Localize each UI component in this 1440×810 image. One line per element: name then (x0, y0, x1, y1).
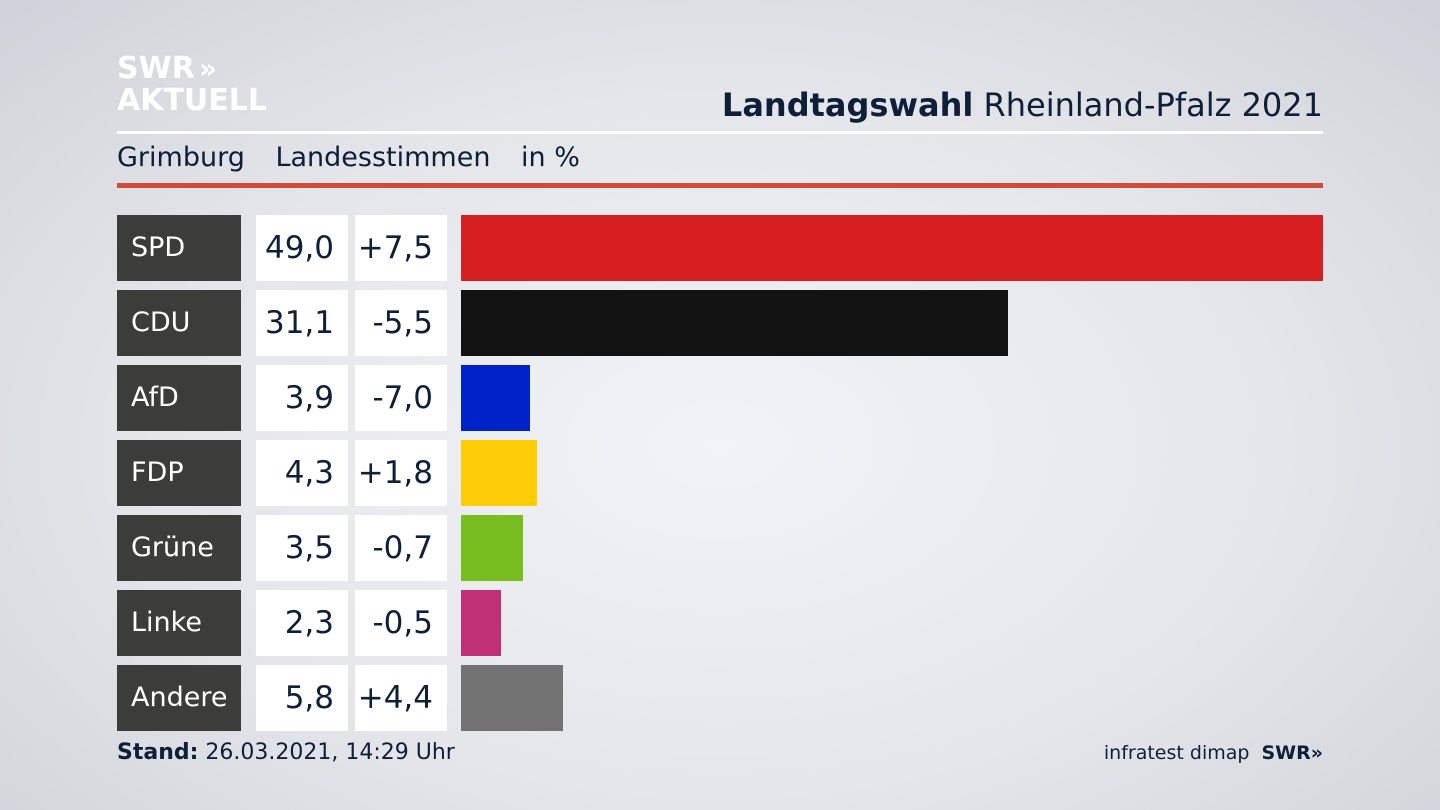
bar-gr-ne (461, 515, 523, 581)
row-fdp: FDP 4,3 +1,8 (117, 440, 1323, 506)
page-title: Landtagswahl Rheinland-Pfalz 2021 (722, 86, 1323, 124)
party-label-spd: SPD (117, 215, 241, 281)
row-andere: Andere 5,8 +4,4 (117, 665, 1323, 731)
header-divider (117, 131, 1323, 134)
value-label-cdu: 31,1 (256, 290, 348, 356)
subtitle-place: Grimburg (117, 142, 245, 173)
source-text: infratest dimap (1103, 742, 1250, 764)
subtitle-unit: in % (521, 142, 580, 173)
subtitle: Grimburg Landesstimmen in % (117, 142, 602, 173)
row-cdu: CDU 31,1 -5,5 (117, 290, 1323, 356)
logo-arrows-icon: » (198, 52, 217, 85)
source-credit: infratest dimap SWR» (1104, 742, 1323, 764)
title-bold: Landtagswahl (721, 86, 974, 124)
value-label-afd: 3,9 (256, 365, 348, 431)
party-label-gr-ne: Grüne (117, 515, 241, 581)
value-label-gr-ne: 3,5 (256, 515, 348, 581)
change-label-linke: -0,5 (355, 590, 447, 656)
row-spd: SPD 49,0 +7,5 (117, 215, 1323, 281)
change-label-afd: -7,0 (355, 365, 447, 431)
logo-swr: SWR (117, 51, 195, 86)
change-label-andere: +4,4 (355, 665, 447, 731)
swr-aktuell-logo: SWR» AKTUELL (117, 54, 267, 116)
bar-afd (461, 365, 530, 431)
bar-cdu (461, 290, 1008, 356)
timestamp-label: Stand: (117, 740, 199, 765)
timestamp-value: 26.03.2021, 14:29 Uhr (205, 740, 455, 765)
party-label-afd: AfD (117, 365, 241, 431)
accent-divider (117, 183, 1323, 188)
party-label-linke: Linke (117, 590, 241, 656)
value-label-fdp: 4,3 (256, 440, 348, 506)
value-label-andere: 5,8 (256, 665, 348, 731)
bar-fdp (461, 440, 537, 506)
value-label-linke: 2,3 (256, 590, 348, 656)
bar-linke (461, 590, 501, 656)
title-rest: Rheinland-Pfalz 2021 (983, 86, 1323, 124)
party-label-fdp: FDP (117, 440, 241, 506)
change-label-gr-ne: -0,7 (355, 515, 447, 581)
party-label-cdu: CDU (117, 290, 241, 356)
subtitle-measure: Landesstimmen (275, 142, 491, 173)
change-label-spd: +7,5 (355, 215, 447, 281)
source-arrows-icon: » (1310, 742, 1323, 764)
change-label-fdp: +1,8 (355, 440, 447, 506)
bar-spd (461, 215, 1323, 281)
bar-andere (461, 665, 563, 731)
source-swr-logo: SWR» (1261, 742, 1323, 764)
value-label-spd: 49,0 (256, 215, 348, 281)
change-label-cdu: -5,5 (355, 290, 447, 356)
row-linke: Linke 2,3 -0,5 (117, 590, 1323, 656)
timestamp: Stand: 26.03.2021, 14:29 Uhr (117, 740, 455, 765)
party-label-andere: Andere (117, 665, 241, 731)
row-gr-ne: Grüne 3,5 -0,7 (117, 515, 1323, 581)
logo-aktuell: AKTUELL (117, 83, 268, 118)
row-afd: AfD 3,9 -7,0 (117, 365, 1323, 431)
